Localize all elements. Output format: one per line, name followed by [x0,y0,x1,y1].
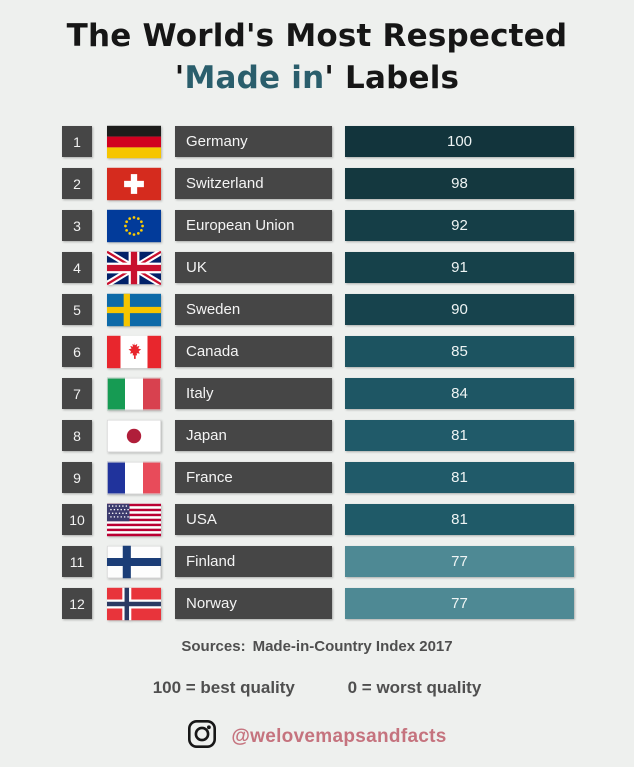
title-line-2: 'Made in' Labels [174,60,460,96]
score-value: 81 [451,427,468,444]
score-bar: 81 [345,504,574,535]
score-bar: 77 [345,588,574,619]
score-bar: 100 [345,126,574,157]
table-row: 5 Sweden 90 [62,293,574,327]
flag-usa-icon [105,503,163,537]
country-label: UK [175,252,332,283]
table-row: 11 Finland 77 [62,545,574,579]
country-label: Norway [175,588,332,619]
score-value: 81 [451,469,468,486]
rank-badge: 2 [62,168,92,199]
legend-worst: 0 = worst quality [347,678,482,697]
table-row: 6 Canada 85 [62,335,574,369]
rank-badge: 7 [62,378,92,409]
score-value: 98 [451,175,468,192]
score-bar: 81 [345,420,574,451]
flag-finland-icon [105,545,163,579]
score-value: 100 [446,133,473,150]
score-bar: 84 [345,378,574,409]
rank-badge: 5 [62,294,92,325]
rank-badge: 9 [62,462,92,493]
flag-germany-icon [105,125,163,159]
country-label: Finland [175,546,332,577]
table-row: 12 Norway 77 [62,587,574,621]
score-value: 91 [451,259,468,276]
rank-badge: 6 [62,336,92,367]
country-label: Canada [175,336,332,367]
table-row: 7 Italy 84 [62,377,574,411]
score-bar: 90 [345,294,574,325]
table-row: 1 Germany 100 [62,125,574,159]
score-value: 81 [451,511,468,528]
score-bar: 91 [345,252,574,283]
scale-legend: 100 = best quality 0 = worst quality [0,678,634,698]
country-label: Japan [175,420,332,451]
title-highlight: Made in [184,60,325,96]
instagram-icon [187,719,217,754]
flag-japan-icon [105,419,163,453]
country-label: Italy [175,378,332,409]
table-row: 8 Japan 81 [62,419,574,453]
table-row: 10 USA 81 [62,503,574,537]
score-bar: 81 [345,462,574,493]
score-bar: 77 [345,546,574,577]
rank-badge: 1 [62,126,92,157]
country-label: France [175,462,332,493]
sources-value: Made-in-Country Index 2017 [252,638,453,655]
flag-france-icon [105,461,163,495]
rank-badge: 8 [62,420,92,451]
table-row: 2 Switzerland 98 [62,167,574,201]
score-bar: 85 [345,336,574,367]
score-bar: 92 [345,210,574,241]
score-value: 84 [451,385,468,402]
sources-line: Sources: Made-in-Country Index 2017 [0,638,634,655]
country-label: Sweden [175,294,332,325]
flag-norway-icon [105,587,163,621]
country-label: Germany [175,126,332,157]
page-title: The World's Most Respected 'Made in' Lab… [0,0,634,99]
rank-badge: 10 [62,504,92,535]
score-value: 85 [451,343,468,360]
rank-badge: 12 [62,588,92,619]
flag-uk-icon [105,250,163,285]
score-value: 77 [451,595,468,612]
score-value: 92 [451,217,468,234]
flag-italy-icon [105,377,163,411]
rank-badge: 3 [62,210,92,241]
score-value: 77 [451,553,468,570]
country-label: Switzerland [175,168,332,199]
score-value: 90 [451,301,468,318]
ranking-list: 1 Germany 100 2 Switzerland 98 3 Europea… [0,125,634,621]
flag-switzerland-icon [105,167,163,201]
country-label: USA [175,504,332,535]
table-row: 9 France 81 [62,461,574,495]
score-bar: 98 [345,168,574,199]
flag-canada-icon [105,335,163,369]
sources-label: Sources: [181,638,246,655]
attribution-row: @welovemapsandfacts [0,719,634,754]
country-label: European Union [175,210,332,241]
flag-sweden-icon [105,293,163,327]
title-line-1: The World's Most Respected [66,18,568,54]
rank-badge: 11 [62,546,92,577]
table-row: 4 UK 91 [62,250,574,285]
instagram-handle: @welovemapsandfacts [231,725,447,747]
flag-european-union-icon [105,209,163,243]
table-row: 3 European Union 92 [62,209,574,243]
legend-best: 100 = best quality [152,678,295,697]
rank-badge: 4 [62,252,92,283]
